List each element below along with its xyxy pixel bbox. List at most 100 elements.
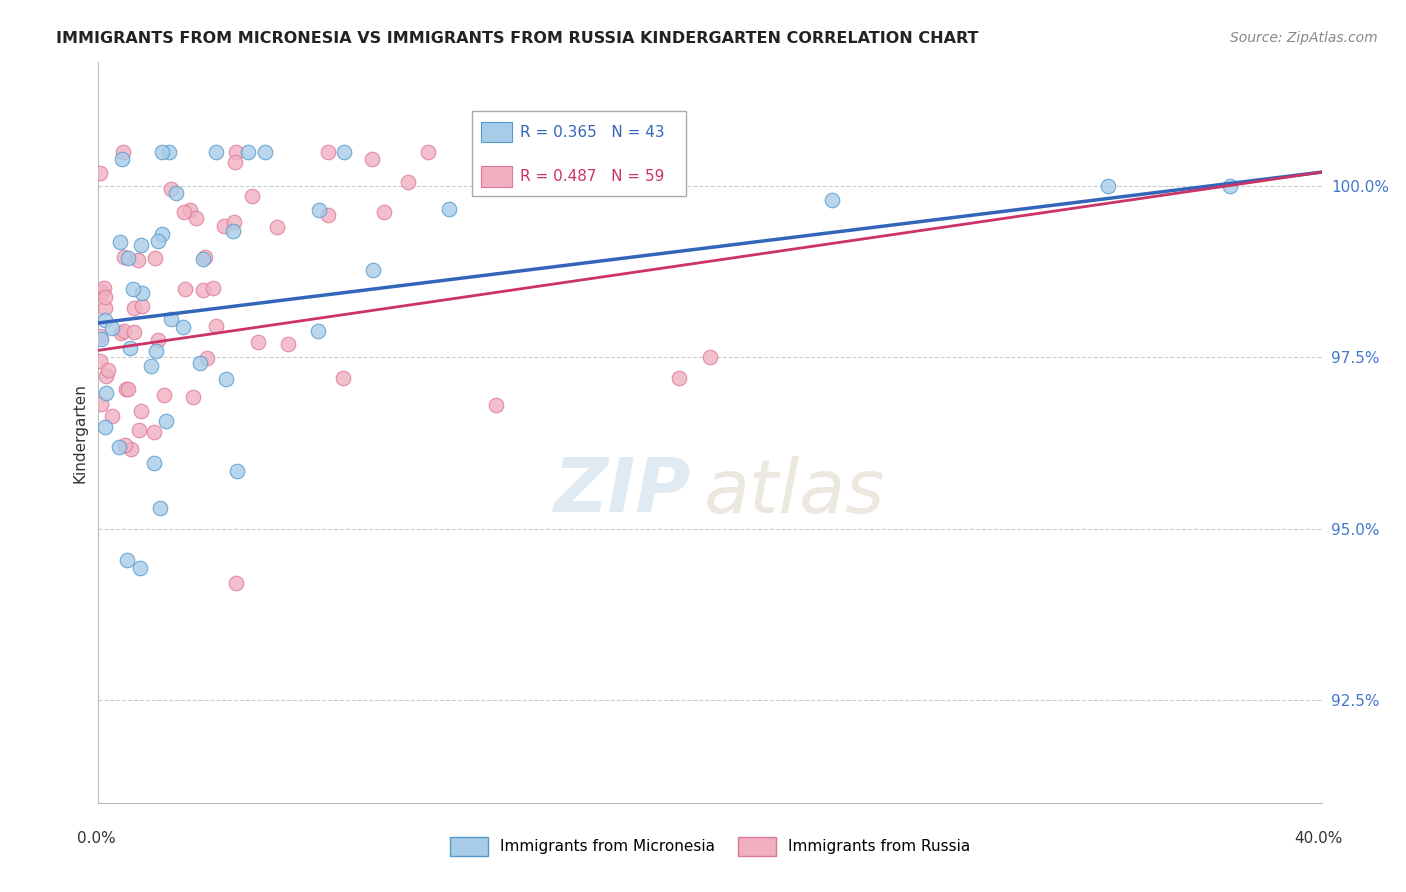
Point — [396, 175, 419, 189]
Point — [307, 325, 329, 339]
Point — [94, 290, 117, 304]
Text: Source: ZipAtlas.com: Source: ZipAtlas.com — [1230, 31, 1378, 45]
Text: IMMIGRANTS FROM MICRONESIA VS IMMIGRANTS FROM RUSSIA KINDERGARTEN CORRELATION CH: IMMIGRANTS FROM MICRONESIA VS IMMIGRANTS… — [56, 31, 979, 46]
Point — [360, 152, 382, 166]
Point — [165, 186, 187, 200]
Point — [120, 442, 142, 457]
Point — [266, 220, 288, 235]
FancyBboxPatch shape — [471, 111, 686, 195]
Text: 40.0%: 40.0% — [1295, 831, 1343, 846]
Point — [236, 145, 259, 159]
Point — [143, 251, 166, 265]
Point — [94, 369, 117, 384]
Point — [90, 285, 112, 299]
Point — [332, 371, 354, 385]
Point — [373, 205, 395, 219]
Point — [155, 415, 177, 429]
Point — [117, 382, 139, 396]
FancyBboxPatch shape — [481, 166, 512, 186]
Point — [122, 301, 145, 316]
Point — [172, 320, 194, 334]
Point — [127, 252, 149, 267]
Point — [97, 363, 120, 377]
Point — [205, 319, 228, 334]
Point — [224, 215, 246, 229]
Point — [363, 262, 385, 277]
Point — [108, 440, 131, 454]
Point — [117, 251, 139, 265]
Text: R = 0.487   N = 59: R = 0.487 N = 59 — [520, 169, 665, 184]
Point — [89, 328, 111, 343]
Point — [186, 211, 208, 225]
Legend: Immigrants from Micronesia, Immigrants from Russia: Immigrants from Micronesia, Immigrants f… — [443, 831, 977, 862]
Point — [821, 193, 844, 207]
Point — [141, 359, 163, 373]
Point — [94, 385, 117, 400]
Point — [214, 219, 236, 233]
Point — [205, 145, 228, 159]
Point — [114, 382, 136, 396]
Point — [131, 299, 153, 313]
Point — [94, 420, 117, 434]
Point — [93, 313, 115, 327]
Text: ZIP: ZIP — [554, 455, 692, 528]
Point — [101, 409, 124, 424]
Point — [152, 388, 174, 402]
Point — [181, 391, 204, 405]
Point — [224, 155, 246, 169]
Point — [333, 145, 356, 159]
Point — [240, 189, 263, 203]
Point — [122, 282, 145, 296]
Point — [226, 464, 249, 478]
Point — [124, 325, 146, 339]
Text: R = 0.365   N = 43: R = 0.365 N = 43 — [520, 125, 665, 139]
Point — [148, 333, 170, 347]
Point — [129, 561, 152, 575]
Point — [485, 398, 508, 412]
Point — [225, 145, 247, 159]
Point — [114, 438, 136, 452]
Point — [129, 403, 152, 417]
Point — [201, 281, 224, 295]
Point — [308, 202, 330, 217]
Point — [160, 312, 183, 326]
Point — [142, 456, 165, 470]
Y-axis label: Kindergarten: Kindergarten — [72, 383, 87, 483]
Point — [112, 145, 135, 159]
Point — [128, 423, 150, 437]
Text: 0.0%: 0.0% — [77, 831, 117, 846]
Point — [146, 235, 169, 249]
Point — [318, 145, 340, 159]
Point — [160, 182, 183, 196]
Point — [111, 152, 134, 166]
Point — [142, 425, 165, 439]
Point — [129, 238, 152, 252]
Point — [131, 286, 153, 301]
Point — [90, 397, 112, 411]
Point — [225, 576, 247, 591]
Point — [90, 332, 112, 346]
Point — [149, 500, 172, 515]
Point — [100, 321, 122, 335]
Point — [1219, 178, 1241, 193]
Point — [179, 203, 201, 218]
Point — [668, 371, 690, 385]
Point — [222, 224, 245, 238]
Point — [145, 344, 167, 359]
Point — [191, 252, 214, 266]
Point — [316, 208, 339, 222]
Point — [437, 202, 460, 216]
Point — [188, 356, 211, 370]
Text: atlas: atlas — [704, 456, 886, 528]
Point — [110, 326, 132, 341]
Point — [418, 145, 440, 159]
Point — [115, 553, 138, 567]
Point — [197, 351, 219, 366]
Point — [157, 145, 180, 159]
Point — [114, 324, 136, 338]
Point — [699, 350, 721, 364]
Point — [215, 372, 238, 386]
Point — [89, 354, 111, 368]
Point — [173, 205, 195, 219]
Point — [93, 281, 115, 295]
